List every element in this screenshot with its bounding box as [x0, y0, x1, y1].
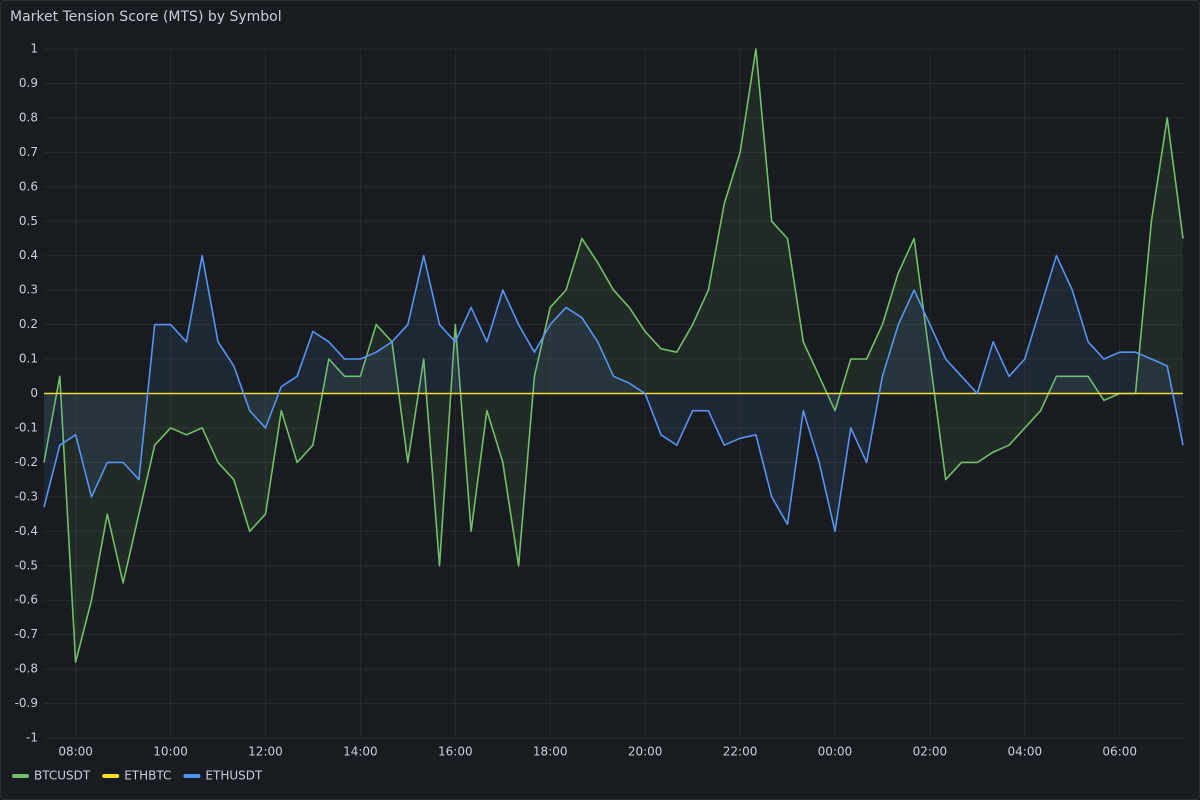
x-tick-label: 00:00 — [818, 745, 853, 759]
y-tick-label: 0 — [30, 386, 38, 400]
legend-label: ETHBTC — [124, 769, 171, 783]
x-tick-label: 12:00 — [248, 745, 283, 759]
y-tick-label: 0.3 — [19, 283, 38, 297]
x-tick-label: 20:00 — [628, 745, 663, 759]
y-tick-label: 1 — [30, 42, 38, 56]
y-tick-label: 0.9 — [19, 76, 38, 90]
y-tick-label: -0.5 — [15, 558, 38, 572]
x-tick-label: 14:00 — [343, 745, 378, 759]
legend: BTCUSDT ETHBTC ETHUSDT — [12, 769, 263, 783]
series-area — [44, 49, 1183, 663]
x-tick-label: 06:00 — [1102, 745, 1137, 759]
x-tick-label: 22:00 — [723, 745, 758, 759]
x-tick-label: 10:00 — [153, 745, 188, 759]
y-tick-label: -0.6 — [15, 593, 38, 607]
y-tick-label: 0.4 — [19, 248, 38, 262]
series-area — [44, 255, 1183, 532]
panel-title: Market Tension Score (MTS) by Symbol — [10, 9, 282, 25]
y-tick-label: -0.3 — [15, 489, 38, 503]
x-tick-label: 08:00 — [58, 745, 93, 759]
legend-label: ETHUSDT — [205, 769, 263, 783]
y-tick-label: -0.9 — [15, 696, 38, 710]
x-tick-label: 16:00 — [438, 745, 473, 759]
series-line — [43, 48, 1184, 663]
x-tick-label: 04:00 — [1008, 745, 1043, 759]
y-tick-label: -0.8 — [15, 662, 38, 676]
x-tick-label: 18:00 — [533, 745, 568, 759]
y-tick-label: -1 — [26, 731, 38, 745]
x-tick-label: 02:00 — [913, 745, 948, 759]
series-line — [43, 254, 1184, 533]
y-tick-label: -0.1 — [15, 420, 38, 434]
y-tick-label: 0.7 — [19, 145, 38, 159]
y-tick-label: 0.5 — [19, 214, 38, 228]
y-tick-label: -0.7 — [15, 627, 38, 641]
plot — [43, 48, 1184, 663]
y-tick-label: 0.1 — [19, 352, 38, 366]
y-tick-label: -0.2 — [15, 455, 38, 469]
y-tick-label: 0.2 — [19, 317, 38, 331]
y-tick-label: 0.8 — [19, 110, 38, 124]
y-tick-label: -0.4 — [15, 524, 38, 538]
y-tick-label: 0.6 — [19, 179, 38, 193]
legend-label: BTCUSDT — [34, 769, 91, 783]
